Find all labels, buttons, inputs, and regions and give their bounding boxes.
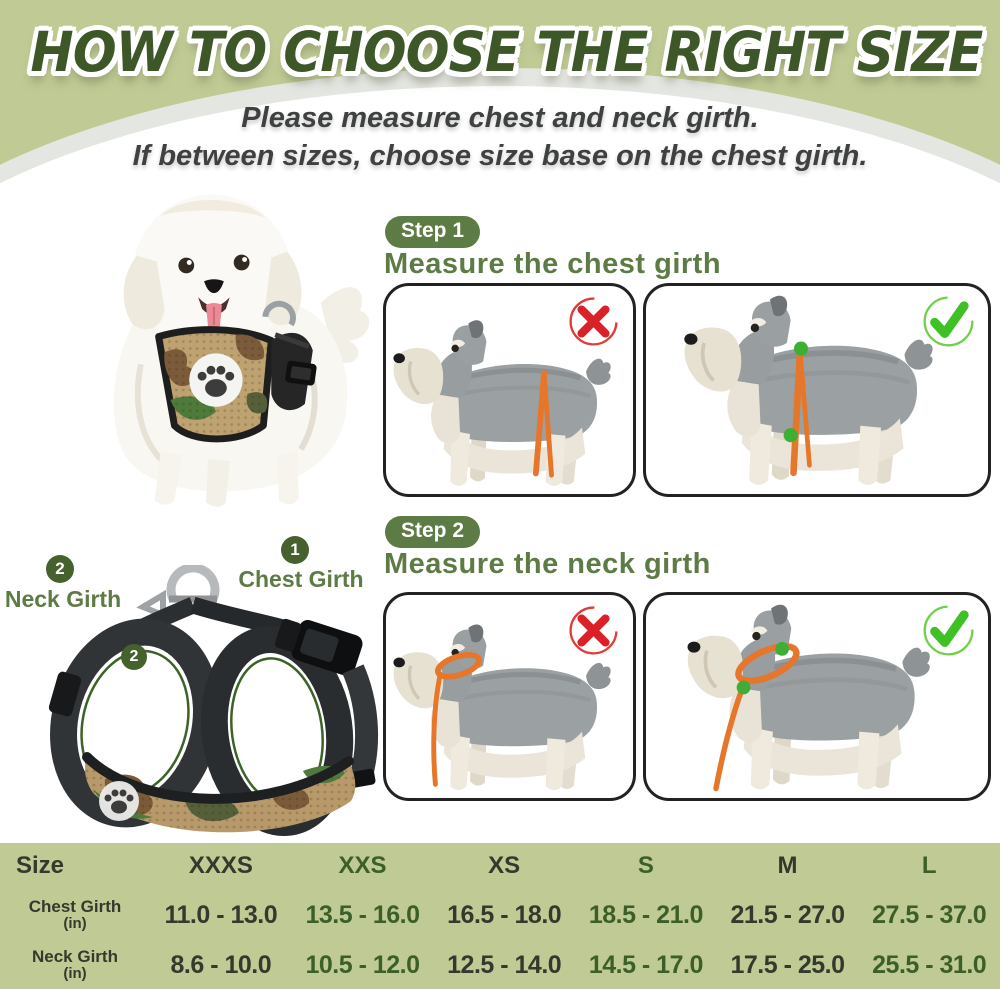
schnauzer-dog-photo — [386, 603, 633, 796]
chest-value-xxxs: 11.0 - 13.0 — [164, 900, 278, 929]
chest-value-m: 21.5 - 27.0 — [730, 900, 845, 929]
buckle-icon — [274, 618, 363, 676]
table-header-xs: XS — [488, 852, 521, 879]
step2-wrong-photo-panel — [383, 592, 636, 801]
check-mark-icon — [921, 603, 976, 658]
page-title-text: HOW TO CHOOSE THE RIGHT SIZE — [30, 20, 983, 84]
chest-value-l: 27.5 - 37.0 — [872, 900, 987, 929]
schnauzer-dog-photo — [646, 294, 988, 492]
header-banner: HOW TO CHOOSE THE RIGHT SIZE — [0, 0, 1000, 200]
measure-point-dot — [793, 341, 809, 357]
step2-heading: Measure the neck girth — [384, 548, 711, 580]
chest-girth-label: Chest Girth — [238, 566, 364, 592]
neck-strap-number-badge: 2 — [121, 644, 147, 670]
neck-value-xxs: 10.5 - 12.0 — [305, 950, 420, 979]
size-table-grid: Size XXXS XXS XS S M L Chest Girth (in) … — [0, 843, 1000, 989]
schnauzer-dog-photo — [646, 603, 988, 796]
measure-point-dot — [775, 642, 789, 656]
maltese-dog-photo — [113, 194, 370, 507]
table-header-s: S — [637, 852, 654, 879]
measure-point-dot — [736, 680, 751, 695]
chest-girth-row-label: Chest Girth (in) — [28, 897, 122, 933]
measuring-tape-too-far-back — [532, 370, 554, 479]
check-mark-icon — [921, 294, 976, 349]
size-table: Size XXXS XXS XS S M L Chest Girth (in) … — [0, 843, 1000, 989]
table-header-size: Size — [16, 852, 65, 879]
neck-girth-label: Neck Girth — [4, 586, 122, 612]
schnauzer-dog-photo — [386, 294, 633, 492]
step1-wrong-photo-panel — [383, 283, 636, 497]
step2-correct-photo-panel — [643, 592, 991, 801]
measure-point-dot — [783, 428, 798, 443]
neck-girth-number-badge: 2 — [46, 555, 74, 583]
neck-value-xs: 12.5 - 14.0 — [447, 950, 562, 979]
step1-heading: Measure the chest girth — [384, 248, 722, 280]
page-title: HOW TO CHOOSE THE RIGHT SIZE — [0, 20, 1000, 84]
neck-girth-row-label: Neck Girth (in) — [32, 947, 118, 983]
table-header-xxs: XXS — [338, 852, 387, 879]
measuring-tape-chest — [790, 347, 812, 477]
chest-value-s: 18.5 - 21.0 — [588, 900, 704, 929]
table-header-l: L — [921, 852, 937, 879]
subtitle-line-1: Please measure chest and neck girth. — [241, 102, 759, 134]
neck-value-s: 14.5 - 17.0 — [588, 950, 704, 979]
measuring-tape-neck-high — [431, 652, 482, 787]
chest-girth-number-badge: 1 — [281, 536, 309, 564]
d-ring-icon — [166, 565, 220, 601]
chest-value-xs: 16.5 - 18.0 — [447, 900, 562, 929]
x-mark-icon — [566, 603, 621, 658]
neck-value-m: 17.5 - 25.0 — [730, 950, 845, 979]
harness-product-photo — [48, 565, 379, 837]
table-header-m: M — [777, 852, 798, 879]
step2-badge: Step 2 — [385, 516, 481, 548]
neck-value-l: 25.5 - 31.0 — [872, 950, 987, 979]
neck-value-xxxs: 8.6 - 10.0 — [170, 950, 272, 979]
subtitle-line-2: If between sizes, choose size base on th… — [132, 140, 868, 172]
step1-badge: Step 1 — [385, 216, 481, 248]
x-mark-icon — [566, 294, 621, 349]
table-header-xxxs: XXXS — [188, 852, 253, 879]
chest-value-xxs: 13.5 - 16.0 — [305, 900, 420, 929]
step1-correct-photo-panel — [643, 283, 991, 497]
